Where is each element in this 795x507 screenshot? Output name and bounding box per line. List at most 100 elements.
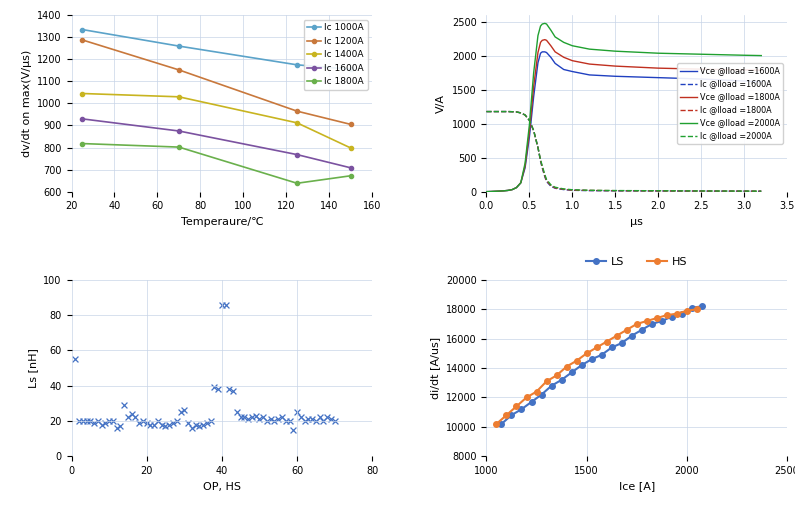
Vce @Iload =1600A bbox=[739, 78, 749, 84]
Vce @Iload =1800A bbox=[494, 188, 504, 194]
Ic @Iload =2000A bbox=[757, 188, 766, 194]
Ic @Iload =1800A bbox=[546, 183, 556, 189]
Point bbox=[276, 413, 289, 421]
Vce @Iload =1800A bbox=[491, 188, 500, 194]
Ic @Iload =1800A bbox=[568, 187, 577, 193]
Line: Ic 1200A: Ic 1200A bbox=[80, 38, 353, 126]
LS bbox=[677, 311, 687, 317]
HS bbox=[532, 388, 541, 394]
Ic @Iload =1600A bbox=[498, 108, 508, 115]
Vce @Iload =1800A bbox=[559, 54, 568, 60]
Vce @Iload =1600A bbox=[482, 189, 491, 195]
LS bbox=[506, 412, 516, 418]
Ic @Iload =1800A bbox=[520, 112, 529, 118]
Vce @Iload =2000A bbox=[512, 185, 522, 191]
Ic @Iload =1800A bbox=[653, 188, 663, 194]
Ic @Iload =1800A bbox=[540, 173, 549, 179]
Ic @Iload =1800A bbox=[559, 186, 568, 192]
Vce @Iload =2000A bbox=[503, 188, 513, 194]
Ic @Iload =1800A bbox=[536, 157, 545, 163]
Point bbox=[69, 355, 82, 364]
LS bbox=[667, 313, 677, 320]
LS bbox=[587, 356, 596, 363]
Vce @Iload =2000A bbox=[611, 48, 620, 54]
Point bbox=[84, 417, 97, 425]
Ic 1600A bbox=[346, 165, 355, 171]
Ic @Iload =2000A bbox=[525, 117, 534, 123]
Point bbox=[204, 417, 217, 425]
Point bbox=[298, 417, 311, 425]
Point bbox=[306, 415, 319, 423]
Vce @Iload =1800A bbox=[498, 188, 508, 194]
Vce @Iload =1600A bbox=[536, 50, 545, 56]
Ic @Iload =1800A bbox=[498, 108, 508, 115]
Ic @Iload =2000A bbox=[559, 186, 568, 192]
LS bbox=[617, 340, 626, 346]
Ic @Iload =1600A bbox=[541, 178, 551, 185]
Vce @Iload =1800A bbox=[529, 84, 538, 90]
Vce @Iload =1600A bbox=[486, 189, 495, 195]
HS bbox=[682, 308, 692, 314]
Vce @Iload =1600A bbox=[512, 185, 522, 191]
Point bbox=[91, 417, 104, 425]
Ic @Iload =2000A bbox=[568, 187, 577, 193]
LS bbox=[537, 391, 546, 397]
Point bbox=[170, 417, 183, 425]
Line: Ic @Iload =2000A: Ic @Iload =2000A bbox=[487, 112, 762, 191]
Point bbox=[283, 417, 296, 425]
Vce @Iload =1800A bbox=[541, 38, 551, 44]
Ic @Iload =1800A bbox=[494, 108, 504, 115]
Ic 1200A bbox=[174, 67, 184, 73]
Ic @Iload =1800A bbox=[525, 117, 534, 123]
Ic @Iload =2000A bbox=[585, 187, 595, 193]
Y-axis label: di/dt [A/us]: di/dt [A/us] bbox=[430, 337, 440, 399]
Vce @Iload =1600A bbox=[533, 60, 543, 66]
HS bbox=[572, 358, 581, 364]
Vce @Iload =1600A bbox=[540, 49, 549, 55]
Vce @Iload =2000A bbox=[525, 122, 534, 128]
LS bbox=[517, 406, 526, 412]
Ic @Iload =1800A bbox=[739, 188, 749, 194]
LS bbox=[697, 303, 707, 309]
Ic @Iload =1600A bbox=[540, 174, 549, 180]
Point bbox=[152, 417, 165, 425]
X-axis label: OP, HS: OP, HS bbox=[203, 482, 241, 492]
HS bbox=[541, 378, 551, 384]
Vce @Iload =1600A bbox=[516, 180, 525, 186]
Point bbox=[133, 419, 145, 427]
Ic @Iload =2000A bbox=[537, 163, 547, 169]
Y-axis label: Ls [nH]: Ls [nH] bbox=[28, 348, 38, 388]
Point bbox=[182, 419, 195, 427]
Ic @Iload =1600A bbox=[486, 108, 495, 115]
Vce @Iload =1600A bbox=[696, 76, 706, 82]
Line: HS: HS bbox=[494, 307, 700, 427]
Vce @Iload =2000A bbox=[507, 187, 517, 193]
HS bbox=[692, 306, 702, 312]
Ic @Iload =1600A bbox=[568, 187, 577, 193]
Point bbox=[196, 420, 209, 428]
LS bbox=[597, 352, 607, 358]
Ic @Iload =2000A bbox=[482, 108, 491, 115]
Ic @Iload =2000A bbox=[486, 108, 495, 115]
Vce @Iload =1800A bbox=[757, 67, 766, 73]
Line: Ic @Iload =1800A: Ic @Iload =1800A bbox=[487, 112, 762, 191]
Ic @Iload =2000A bbox=[512, 109, 522, 115]
Vce @Iload =2000A bbox=[482, 189, 491, 195]
Point bbox=[257, 413, 270, 421]
Ic 1800A bbox=[78, 140, 87, 147]
Ic @Iload =1800A bbox=[482, 108, 491, 115]
Point bbox=[185, 424, 198, 432]
Vce @Iload =1600A bbox=[559, 66, 568, 73]
Vce @Iload =2000A bbox=[540, 20, 549, 26]
Ic @Iload =2000A bbox=[541, 176, 551, 183]
HS bbox=[491, 421, 501, 427]
Point bbox=[279, 417, 292, 425]
LS bbox=[577, 362, 587, 368]
Point bbox=[163, 420, 176, 428]
Ic @Iload =2000A bbox=[739, 188, 749, 194]
Ic @Iload =1600A bbox=[482, 108, 491, 115]
Point bbox=[99, 419, 112, 427]
Point bbox=[208, 383, 221, 391]
Ic @Iload =1800A bbox=[541, 178, 551, 184]
Vce @Iload =1800A bbox=[512, 185, 522, 191]
